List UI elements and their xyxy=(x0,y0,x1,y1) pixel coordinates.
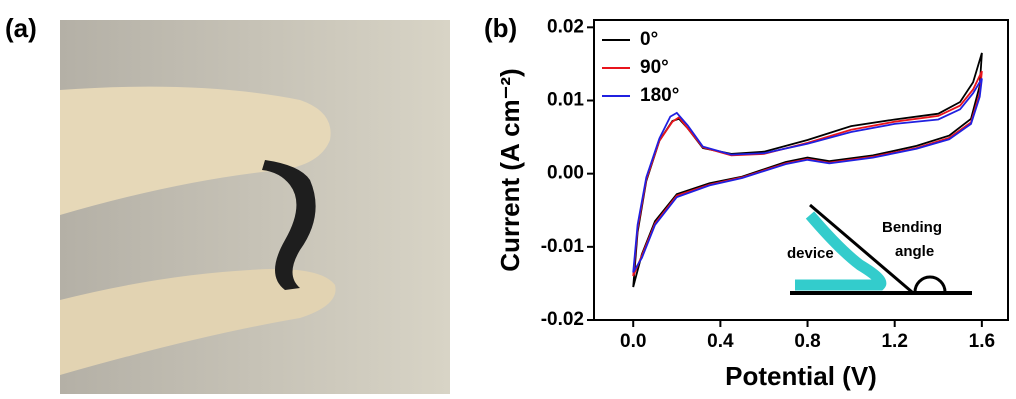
x-tick-label: 1.2 xyxy=(881,331,907,352)
inset-label: device xyxy=(787,245,834,262)
inset-angle xyxy=(913,275,947,293)
inset-device xyxy=(795,211,887,291)
y-tick-label: 0.02 xyxy=(547,16,584,37)
upper-finger xyxy=(60,86,331,216)
photo xyxy=(60,20,450,394)
legend-label: 180° xyxy=(640,85,679,106)
cv-curve xyxy=(632,78,983,273)
x-axis-label: Potential (V) xyxy=(725,361,877,391)
y-tick-label: 0.01 xyxy=(547,90,584,111)
y-axis-label: Current (A cm⁻²) xyxy=(495,68,525,271)
x-tick-label: 0.4 xyxy=(707,331,734,352)
inset-label: Bending xyxy=(882,219,942,236)
y-tick-label: -0.02 xyxy=(541,309,584,330)
inset: device Bending angle xyxy=(787,203,972,295)
plot-frame xyxy=(593,19,1009,321)
legend-label: 90° xyxy=(640,57,669,78)
x-tick-label: 1.6 xyxy=(969,331,995,352)
device xyxy=(262,160,316,290)
inset-label: angle xyxy=(895,243,934,260)
panel-label: (a) xyxy=(5,13,37,43)
lower-finger xyxy=(60,269,336,375)
inset-slant xyxy=(809,203,913,294)
x-tick-label: 0.0 xyxy=(620,331,646,352)
y-tick-label: 0.00 xyxy=(547,163,584,184)
y-tick-label: -0.01 xyxy=(541,236,585,257)
x-tick-label: 0.8 xyxy=(794,331,820,352)
legend-label: 0° xyxy=(640,29,658,50)
panel-label: (b) xyxy=(484,13,517,43)
